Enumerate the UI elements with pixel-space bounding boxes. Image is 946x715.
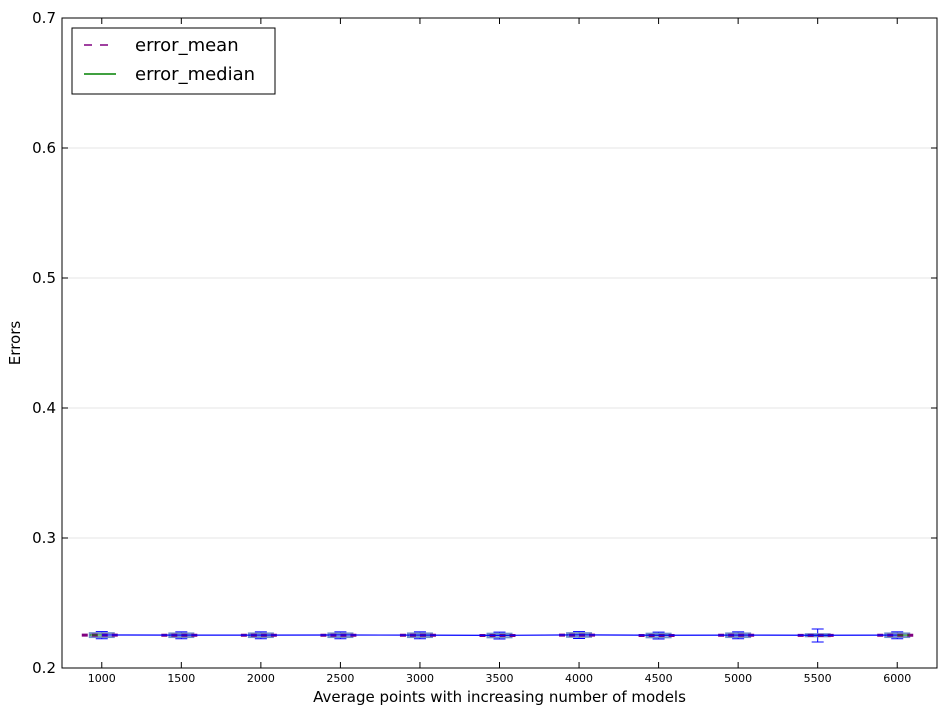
legend-frame	[71, 27, 276, 95]
legend-label-error-median: error_median	[135, 64, 255, 85]
median-trend-line	[101, 634, 898, 636]
plot-area-frame	[61, 17, 938, 669]
x-tick-label: 5500	[804, 672, 832, 685]
y-tick-label: 0.6	[32, 139, 56, 157]
x-tick-label: 1500	[167, 672, 195, 685]
trend-line	[101, 634, 898, 636]
y-tick-label: 0.5	[32, 269, 56, 287]
y-axis-ticks: 0.2 0.3 0.4 0.5 0.6 0.7	[32, 9, 937, 677]
x-tick-label: 1000	[88, 672, 116, 685]
y-axis-label: Errors	[6, 321, 24, 366]
y-tick-label: 0.7	[32, 9, 56, 27]
x-axis-label: Average points with increasing number of…	[313, 688, 686, 706]
grid-lines	[62, 147, 937, 539]
x-tick-label: 5000	[724, 672, 752, 685]
x-axis-ticks: 1000 1500 2000 2500 3000 3500 4000 4500 5000 5500…	[88, 18, 911, 685]
x-tick-label: 3500	[486, 672, 514, 685]
legend: error_mean error_median	[71, 27, 276, 95]
x-tick-label: 3000	[406, 672, 434, 685]
x-tick-label: 4000	[565, 672, 593, 685]
x-tick-label: 2000	[247, 672, 275, 685]
x-tick-label: 4500	[645, 672, 673, 685]
y-tick-label: 0.3	[32, 529, 56, 547]
y-tick-label: 0.2	[32, 659, 56, 677]
x-tick-label: 6000	[883, 672, 911, 685]
x-tick-label: 2500	[326, 672, 354, 685]
y-tick-label: 0.4	[32, 399, 56, 417]
legend-label-error-mean: error_mean	[135, 35, 239, 56]
